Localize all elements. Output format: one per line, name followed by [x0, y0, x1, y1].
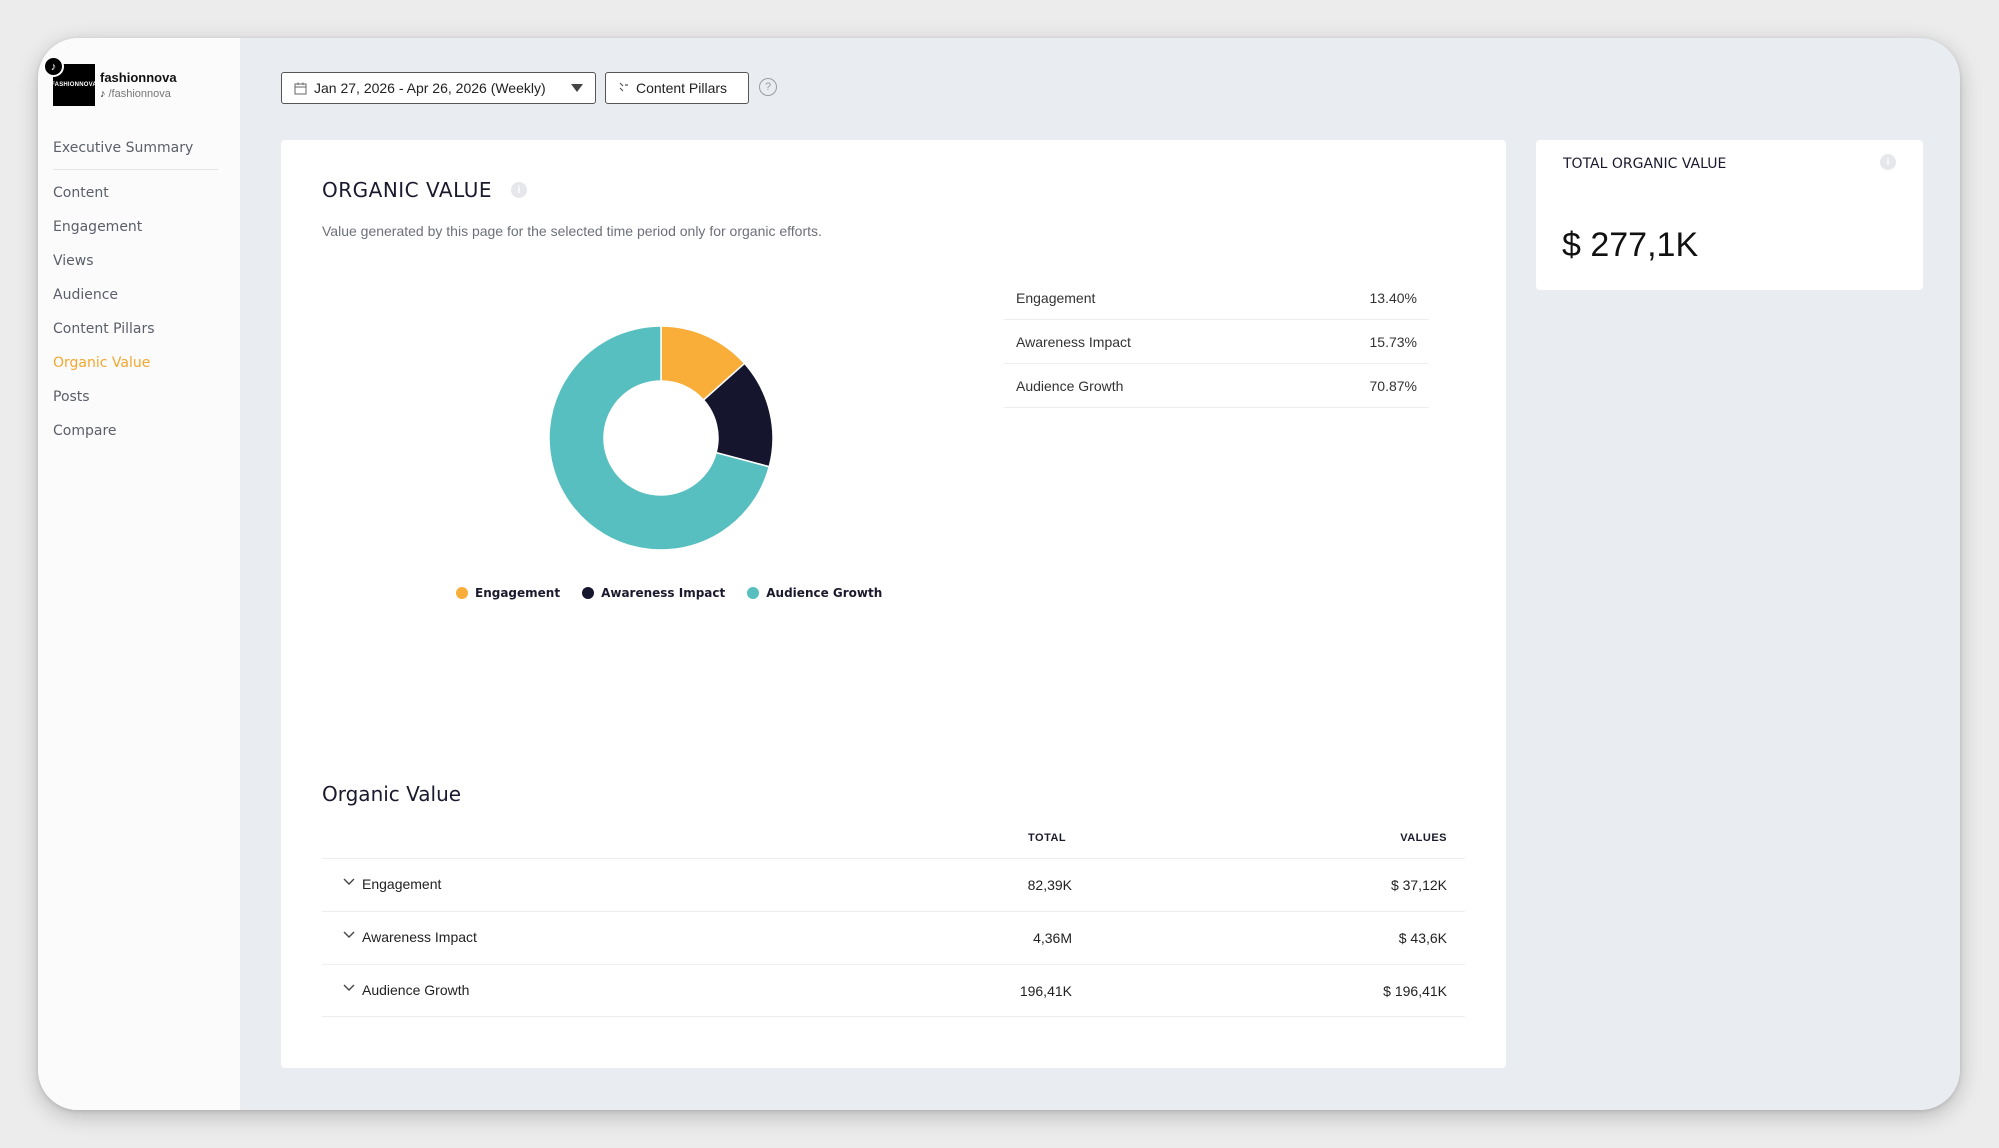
legend-item-engagement[interactable]: Engagement [456, 586, 560, 600]
pillars-icon [619, 82, 628, 92]
row-name: Audience Growth [362, 982, 470, 998]
column-header-values: VALUES [1400, 832, 1447, 844]
breakdown-row: Awareness Impact 15.73% [1004, 320, 1429, 364]
profile-name: fashionnova [100, 70, 177, 85]
help-icon[interactable]: ? [759, 78, 777, 96]
column-header-total: TOTAL [1028, 832, 1067, 844]
breakdown-percent: 15.73% [1369, 334, 1417, 350]
table-row[interactable]: Awareness Impact 4,36M $ 43,6K [322, 911, 1465, 964]
date-range-picker[interactable]: Jan 27, 2026 - Apr 26, 2026 (Weekly) [281, 72, 596, 104]
legend-item-audience-growth[interactable]: Audience Growth [747, 586, 882, 600]
card-subtitle: Value generated by this page for the sel… [322, 223, 822, 239]
table-row[interactable]: Engagement 82,39K $ 37,12K [322, 858, 1465, 911]
sidebar-item-executive-summary[interactable]: Executive Summary [53, 140, 194, 156]
sidebar-item-posts[interactable]: Posts [53, 389, 90, 405]
breakdown-list: Engagement 13.40% Awareness Impact 15.73… [1004, 276, 1429, 408]
donut-slice-audience-growth[interactable] [548, 325, 771, 551]
breakdown-percent: 70.87% [1369, 378, 1417, 394]
chevron-down-icon[interactable] [342, 981, 356, 995]
sidebar-item-content[interactable]: Content [53, 185, 109, 201]
legend-item-awareness-impact[interactable]: Awareness Impact [582, 586, 725, 600]
breakdown-label: Engagement [1016, 290, 1096, 306]
legend-label: Audience Growth [766, 586, 883, 600]
row-value: $ 37,12K [1390, 877, 1447, 893]
chart-legend: Engagement Awareness Impact Audience Gro… [456, 586, 882, 600]
row-value: $ 196,41K [1383, 983, 1447, 999]
legend-label: Engagement [475, 586, 561, 600]
breakdown-row: Engagement 13.40% [1004, 276, 1429, 320]
row-total: 4,36M [1033, 930, 1072, 946]
donut-chart [548, 325, 774, 551]
legend-dot [456, 587, 468, 599]
info-icon[interactable]: i [511, 182, 527, 198]
sidebar-item-content-pillars[interactable]: Content Pillars [53, 321, 155, 337]
chevron-down-icon[interactable] [342, 875, 356, 889]
content-pillars-button[interactable]: Content Pillars [605, 72, 749, 104]
sidebar-item-compare[interactable]: Compare [53, 423, 117, 439]
sidebar-item-views[interactable]: Views [53, 253, 94, 269]
breakdown-percent: 13.40% [1369, 290, 1417, 306]
legend-label: Awareness Impact [601, 586, 726, 600]
calendar-icon [294, 82, 307, 94]
row-name: Awareness Impact [362, 929, 477, 945]
profile-handle: ♪/fashionnova [100, 88, 171, 100]
organic-value-card: ORGANIC VALUE i Value generated by this … [281, 140, 1506, 1068]
tiktok-small-icon: ♪ [100, 88, 106, 100]
sidebar: FASHIONNOVA ♪ fashionnova ♪/fashionnova … [38, 38, 240, 1110]
chevron-down-icon[interactable] [342, 928, 356, 942]
info-icon[interactable]: i [1880, 154, 1896, 170]
total-organic-value-card: TOTAL ORGANIC VALUE i $ 277,1K [1536, 140, 1923, 290]
caret-down-icon [571, 84, 583, 92]
row-total: 196,41K [1019, 983, 1072, 999]
app-window: FASHIONNOVA ♪ fashionnova ♪/fashionnova … [38, 38, 1960, 1110]
sidebar-item-organic-value[interactable]: Organic Value [53, 355, 151, 371]
total-organic-value: $ 277,1K [1562, 226, 1699, 264]
breakdown-row: Audience Growth 70.87% [1004, 364, 1429, 408]
row-name: Engagement [362, 876, 442, 892]
breakdown-label: Audience Growth [1016, 378, 1124, 394]
legend-dot [747, 587, 760, 599]
table-title: Organic Value [322, 782, 462, 806]
legend-dot [582, 587, 595, 599]
table-row[interactable]: Audience Growth 196,41K $ 196,41K [322, 964, 1465, 1017]
content-pillars-label: Content Pillars [636, 80, 728, 96]
date-range-label: Jan 27, 2026 - Apr 26, 2026 (Weekly) [314, 80, 546, 96]
total-card-title: TOTAL ORGANIC VALUE [1563, 156, 1727, 172]
sidebar-divider [53, 169, 218, 170]
tiktok-icon: ♪ [43, 56, 64, 77]
row-total: 82,39K [1027, 877, 1072, 893]
card-title: ORGANIC VALUE [322, 178, 493, 202]
row-value: $ 43,6K [1398, 930, 1447, 946]
sidebar-item-audience[interactable]: Audience [53, 287, 119, 303]
profile-handle-text: /fashionnova [108, 88, 171, 100]
breakdown-label: Awareness Impact [1016, 334, 1131, 350]
sidebar-item-engagement[interactable]: Engagement [53, 219, 143, 235]
